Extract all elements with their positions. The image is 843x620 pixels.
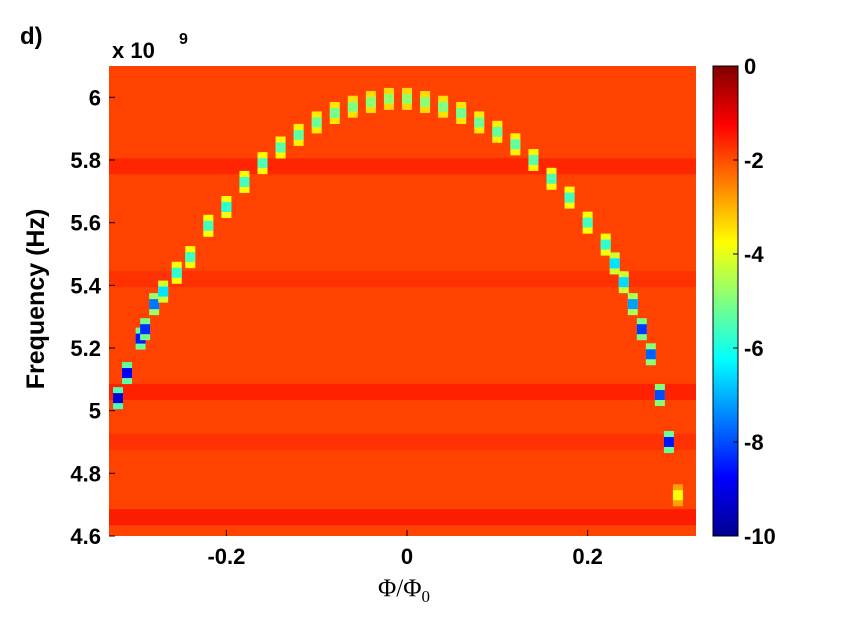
dip-point-11 <box>257 158 268 169</box>
dip-point-4 <box>149 299 160 310</box>
x-label-slash: / <box>396 575 403 602</box>
x-tick-label: 0 <box>401 544 413 569</box>
dip-point-10 <box>239 176 250 187</box>
band-2 <box>109 383 696 400</box>
x-axis-ticks: -0.2 0 0.2 <box>207 530 603 569</box>
dip-point-27 <box>546 173 557 184</box>
colorbar: 0 -2 -4 -6 -8 -10 <box>712 54 776 549</box>
colorbar-tick-label: -6 <box>744 336 764 361</box>
colorbar-gradient <box>712 65 739 537</box>
band-3 <box>109 434 696 450</box>
dip-point-12 <box>275 142 286 153</box>
band-1 <box>109 271 696 288</box>
dip-point-25 <box>510 139 521 150</box>
dip-point-38 <box>672 490 683 501</box>
dip-point-16 <box>347 101 358 112</box>
y-tick-label: 4.6 <box>70 524 101 549</box>
y-scale-exponent: 9 <box>179 31 188 48</box>
dip-point-22 <box>456 108 467 118</box>
dip-point-31 <box>609 258 620 269</box>
x-tick-label: -0.2 <box>207 544 245 569</box>
horizontal-bands <box>109 158 696 526</box>
heatmap-background <box>109 66 696 536</box>
dip-point-18 <box>383 93 394 104</box>
panel-label: d) <box>20 23 43 50</box>
dip-point-0 <box>113 393 124 404</box>
dip-point-33 <box>627 299 638 310</box>
x-axis-label: Φ/Φ0 <box>378 575 430 606</box>
dip-point-21 <box>438 101 449 112</box>
dip-point-36 <box>654 390 665 400</box>
dip-point-26 <box>528 155 539 165</box>
y-tick-label: 5.2 <box>70 336 101 361</box>
y-tick-label: 5.4 <box>70 273 101 298</box>
colorbar-tick-label: -2 <box>744 148 764 173</box>
dip-point-14 <box>311 117 322 128</box>
heatmap-plot <box>109 66 696 536</box>
y-axis-ticks: 4.6 4.8 5 5.2 5.4 5.6 5.8 6 <box>70 85 115 549</box>
y-tick-label: 6 <box>89 85 101 110</box>
dip-point-19 <box>402 93 413 104</box>
colorbar-tick-label: -4 <box>744 242 764 267</box>
dip-point-34 <box>636 324 647 335</box>
x-label-phi0: Φ <box>403 575 421 602</box>
dip-point-5 <box>158 286 169 297</box>
dip-point-28 <box>564 192 575 203</box>
y-tick-label: 5.8 <box>70 148 101 173</box>
dip-point-15 <box>329 108 340 118</box>
y-tick-label: 5.6 <box>70 211 101 236</box>
band-4 <box>109 509 696 526</box>
dip-point-9 <box>221 202 232 212</box>
colorbar-tick-label: -10 <box>744 524 776 549</box>
dip-point-30 <box>600 239 611 250</box>
x-label-sub: 0 <box>422 587 431 606</box>
y-tick-label: 5 <box>89 399 101 424</box>
dip-point-29 <box>582 217 593 228</box>
x-tick-label: 0.2 <box>572 544 603 569</box>
dip-point-8 <box>203 220 214 231</box>
dip-point-13 <box>293 129 304 140</box>
dip-point-7 <box>185 252 196 263</box>
y-scale-label: x 10 <box>112 38 155 63</box>
band-0 <box>109 158 696 175</box>
dip-point-3 <box>140 324 151 335</box>
dip-point-23 <box>474 117 485 128</box>
y-axis-label: Frequency (Hz) <box>22 209 50 390</box>
dip-point-6 <box>171 267 182 278</box>
dip-point-37 <box>663 437 674 447</box>
dip-point-24 <box>492 126 503 137</box>
dip-point-20 <box>420 97 431 108</box>
x-label-phi: Φ <box>378 575 396 602</box>
dip-point-35 <box>645 349 656 360</box>
y-tick-label: 4.8 <box>70 461 101 486</box>
colorbar-tick-label: 0 <box>744 54 756 79</box>
dip-point-32 <box>618 277 629 288</box>
colorbar-ticks: 0 -2 -4 -6 -8 -10 <box>733 54 776 549</box>
dip-point-17 <box>365 97 376 108</box>
dip-curve <box>113 87 683 507</box>
dip-point-1 <box>122 368 133 379</box>
colorbar-tick-label: -8 <box>744 430 764 455</box>
